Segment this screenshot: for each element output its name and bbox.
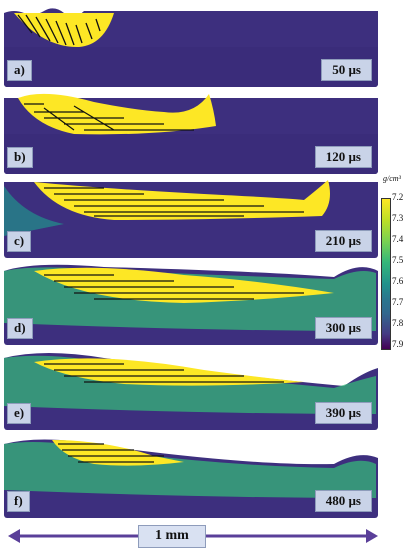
simulation-image-c: [4, 180, 378, 258]
colorbar: g/cm³ 7.2 7.3 7.4 7.5 7.6 7.7 7.8 7.9: [379, 172, 408, 352]
panel-b: b) 120 µs: [4, 90, 378, 174]
simulation-image-f: [4, 439, 378, 518]
time-label: 120 µs: [314, 146, 372, 168]
colorbar-tick: 7.6: [392, 276, 404, 286]
colorbar-tick: 7.4: [392, 234, 404, 244]
colorbar-unit: g/cm³: [383, 174, 401, 183]
melt-pool-shape: [34, 267, 334, 303]
colorbar-tick: 7.7: [392, 297, 404, 307]
panel-label: d): [7, 318, 33, 339]
time-label: 390 µs: [314, 402, 372, 424]
panel-label: a): [7, 60, 32, 81]
colorbar-tick: 7.3: [392, 213, 404, 223]
colorbar-tick: 7.8: [392, 318, 404, 328]
time-label: 300 µs: [314, 317, 372, 339]
colorbar-tick: 7.2: [392, 192, 404, 202]
time-label: 50 µs: [321, 59, 372, 81]
panel-e: e) 390 µs: [4, 348, 378, 430]
time-label: 210 µs: [314, 230, 372, 252]
panel-label: b): [7, 147, 33, 168]
melt-pool-shape: [52, 440, 184, 466]
colorbar-tick: 7.5: [392, 255, 404, 265]
simulation-image-b: [4, 90, 378, 174]
panel-c: c) 210 µs: [4, 176, 378, 258]
simulation-image-d: [4, 264, 378, 345]
panel-f: f) 480 µs: [4, 434, 378, 518]
simulation-image-a: [4, 8, 378, 87]
panel-a: a) 50 µs: [4, 3, 378, 87]
simulation-image-e: [4, 353, 378, 430]
panel-d: d) 300 µs: [4, 261, 378, 345]
scale-bar: 1 mm: [6, 522, 380, 550]
panel-label: e): [7, 403, 32, 424]
scale-label: 1 mm: [138, 525, 206, 548]
time-label: 480 µs: [314, 490, 372, 512]
melt-pool-shape: [34, 358, 304, 386]
panel-label: c): [7, 231, 32, 252]
colorbar-tick: 7.9: [392, 339, 404, 349]
panel-label: f): [7, 491, 30, 512]
colorbar-gradient: [381, 198, 391, 350]
